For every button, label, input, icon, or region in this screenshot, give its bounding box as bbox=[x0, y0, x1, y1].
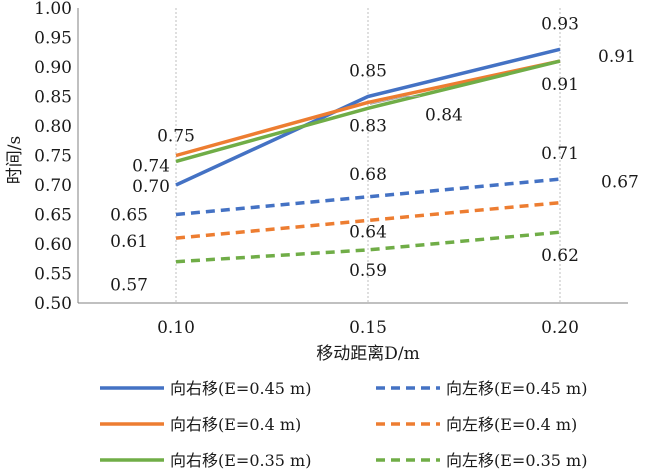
data-labels: 0.70 0.85 0.93 0.75 0.84 0.91 0.74 0.83 0.91 0.65… bbox=[110, 14, 639, 295]
data-label: 0.62 bbox=[541, 246, 579, 266]
legend-label: 向右移(E=0.35 m) bbox=[170, 451, 311, 470]
x-axis-title: 移动距离D/m bbox=[316, 344, 419, 364]
x-tick-label: 0.15 bbox=[349, 318, 387, 338]
series-lines bbox=[175, 47, 561, 264]
y-tick-labels: 0.50 0.55 0.60 0.65 0.70 0.75 0.80 0.85 0.90 0.95… bbox=[34, 0, 72, 314]
data-label: 0.91 bbox=[541, 75, 579, 95]
data-label: 0.70 bbox=[132, 177, 170, 197]
data-label: 0.71 bbox=[541, 144, 579, 164]
gridlines bbox=[175, 8, 561, 303]
y-tick-label: 0.55 bbox=[34, 265, 72, 285]
data-label: 0.65 bbox=[110, 206, 148, 226]
x-tick-label: 0.20 bbox=[541, 318, 579, 338]
series-line-1 bbox=[175, 59, 561, 158]
data-label: 0.68 bbox=[349, 165, 387, 185]
data-label: 0.57 bbox=[110, 276, 148, 296]
y-axis-title: 时间/s bbox=[5, 136, 25, 184]
x-tick-label: 0.10 bbox=[157, 318, 195, 338]
y-tick-label: 0.85 bbox=[34, 88, 72, 108]
y-tick-label: 1.00 bbox=[34, 0, 72, 19]
legend-item: 向右移(E=0.4 m) bbox=[100, 415, 301, 434]
data-label: 0.91 bbox=[598, 47, 636, 67]
data-label: 0.59 bbox=[349, 261, 387, 281]
data-label: 0.75 bbox=[157, 127, 195, 147]
series-line-2 bbox=[175, 59, 561, 164]
legend-item: 向左移(E=0.45 m) bbox=[376, 379, 587, 398]
data-label: 0.64 bbox=[349, 222, 387, 242]
y-tick-label: 0.90 bbox=[34, 58, 72, 78]
legend-item: 向左移(E=0.4 m) bbox=[376, 415, 577, 434]
data-label: 0.85 bbox=[349, 62, 387, 82]
data-label: 0.61 bbox=[110, 232, 148, 252]
leader-lines bbox=[369, 95, 420, 105]
x-tick-labels: 0.10 0.15 0.20 bbox=[157, 318, 579, 338]
legend-item: 向左移(E=0.35 m) bbox=[376, 451, 587, 470]
y-tick-label: 0.65 bbox=[34, 206, 72, 226]
series-line-0 bbox=[175, 47, 561, 187]
data-label: 0.93 bbox=[541, 14, 579, 34]
data-label: 0.83 bbox=[349, 116, 387, 136]
legend: 向右移(E=0.45 m) 向左移(E=0.45 m) 向右移(E=0.4 m) 向左… bbox=[100, 379, 587, 470]
data-label: 0.84 bbox=[425, 105, 463, 125]
legend-label: 向左移(E=0.4 m) bbox=[446, 415, 577, 434]
legend-label: 向右移(E=0.45 m) bbox=[170, 379, 311, 398]
leader-line-084 bbox=[369, 95, 420, 105]
y-tick-label: 0.60 bbox=[34, 235, 72, 255]
y-tick-label: 0.75 bbox=[34, 147, 72, 167]
axes bbox=[77, 8, 628, 304]
y-tick-label: 0.80 bbox=[34, 117, 72, 137]
legend-label: 向左移(E=0.45 m) bbox=[446, 379, 587, 398]
series-line-3 bbox=[175, 177, 561, 217]
legend-label: 向左移(E=0.35 m) bbox=[446, 451, 587, 470]
series-line-5 bbox=[175, 230, 561, 264]
data-label: 0.74 bbox=[132, 156, 170, 176]
y-tick-label: 0.95 bbox=[34, 29, 72, 49]
legend-item: 向右移(E=0.35 m) bbox=[100, 451, 311, 470]
data-label: 0.67 bbox=[601, 173, 639, 193]
series-line-4 bbox=[175, 200, 561, 240]
legend-label: 向右移(E=0.4 m) bbox=[170, 415, 301, 434]
legend-item: 向右移(E=0.45 m) bbox=[100, 379, 311, 398]
y-tick-label: 0.50 bbox=[34, 294, 72, 314]
y-tick-label: 0.70 bbox=[34, 176, 72, 196]
